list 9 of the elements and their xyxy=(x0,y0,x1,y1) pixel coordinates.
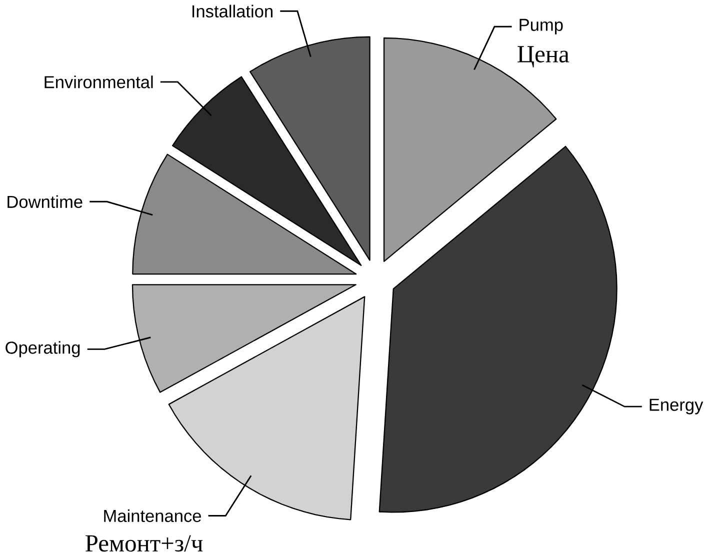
slice-label: Energy xyxy=(650,398,704,414)
slice-label: Downtime xyxy=(8,195,82,208)
slice-label: Maintenance xyxy=(104,509,201,522)
slice-label: Environmental xyxy=(44,75,153,88)
text: Ремонт+з/ч xyxy=(86,535,203,552)
slice-label: Installation xyxy=(192,4,272,18)
text: Цена xyxy=(518,46,570,68)
slice-label: Pump xyxy=(520,18,563,34)
slice-label: Operating xyxy=(6,340,80,358)
